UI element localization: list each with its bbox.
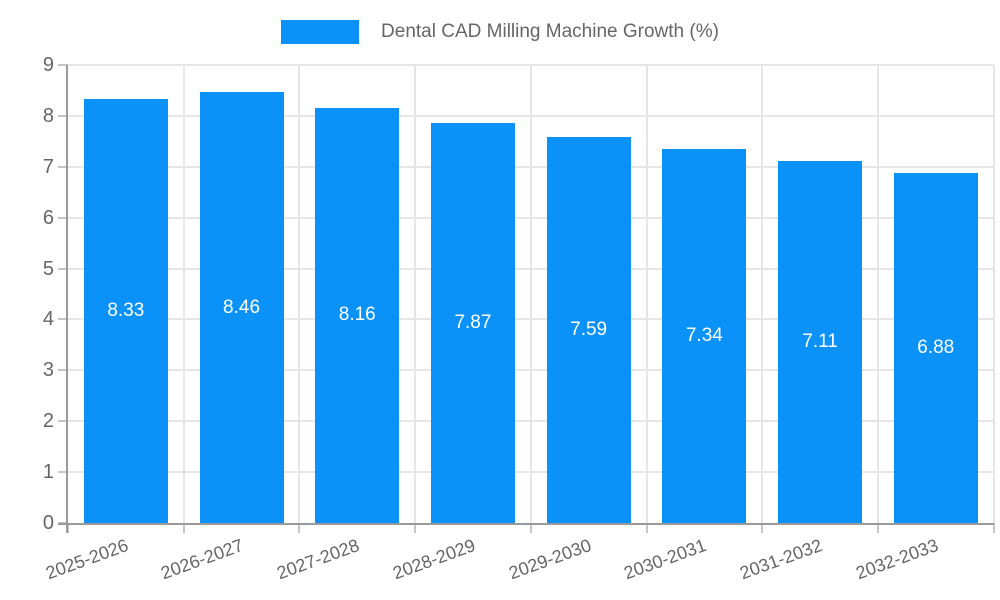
x-tick-label: 2029-2030 [505, 535, 594, 584]
x-axis-tick [298, 523, 301, 533]
x-axis-tick [67, 523, 69, 533]
gridline-vertical [298, 65, 301, 523]
y-tick-label: 0 [42, 512, 54, 534]
bar-value-label: 8.46 [223, 296, 261, 318]
y-axis-line [66, 65, 68, 533]
y-tick-label: 2 [42, 410, 54, 433]
x-axis-tick [761, 523, 764, 533]
y-axis-tick [58, 369, 68, 372]
y-axis-tick [58, 165, 68, 168]
y-axis-tick [58, 267, 68, 270]
bar-value-label: 7.59 [570, 318, 608, 340]
gridline-vertical [876, 65, 879, 523]
x-axis-tick [182, 523, 185, 533]
y-tick-label: 6 [42, 206, 54, 229]
bar[interactable]: 7.87 [430, 122, 515, 523]
x-tick-label: 2026-2027 [158, 535, 247, 584]
bar[interactable]: 7.34 [662, 149, 747, 523]
gridline-vertical [529, 65, 532, 523]
y-tick-label: 7 [42, 155, 54, 178]
x-axis-line [58, 523, 994, 525]
y-axis-tick [58, 420, 68, 423]
y-tick-label: 1 [42, 461, 54, 484]
y-tick-label: 8 [42, 104, 54, 127]
x-tick-label: 2028-2029 [390, 535, 478, 584]
x-axis-tick [645, 523, 648, 533]
y-tick-label: 3 [42, 359, 54, 382]
y-tick-label: 9 [42, 54, 54, 76]
bar[interactable]: 6.88 [893, 172, 978, 523]
bar[interactable]: 8.46 [199, 92, 284, 523]
bar[interactable]: 7.11 [778, 161, 863, 523]
bar-value-label: 7.87 [454, 311, 492, 333]
bar[interactable]: 7.59 [546, 136, 631, 523]
x-tick-label: 2027-2028 [274, 535, 363, 584]
x-axis-tick [529, 523, 532, 533]
gridline-vertical [645, 65, 648, 523]
y-tick-label: 5 [42, 257, 54, 280]
gridline-vertical [182, 65, 185, 523]
bar-value-label: 6.88 [917, 336, 955, 358]
bar-value-label: 7.11 [802, 331, 838, 353]
y-axis-tick [58, 216, 68, 219]
x-tick-label: 2025-2026 [42, 535, 131, 584]
legend-label: Dental CAD Milling Machine Growth (%) [381, 21, 719, 42]
bar-value-label: 8.33 [107, 300, 145, 322]
chart-legend[interactable]: Dental CAD Milling Machine Growth (%) [0, 20, 1000, 44]
x-tick-label: 2031-2032 [737, 535, 825, 584]
bar-value-label: 8.16 [338, 304, 376, 326]
y-axis-tick [58, 114, 68, 117]
y-tick-label: 4 [42, 308, 54, 331]
bar-value-label: 7.34 [685, 325, 723, 347]
gridline-vertical [414, 65, 417, 523]
y-axis-tick [58, 471, 68, 474]
x-tick-label: 2032-2033 [852, 535, 941, 584]
y-axis-tick [58, 64, 68, 66]
x-axis-tick [876, 523, 879, 533]
x-tick-label: 2030-2031 [621, 535, 710, 584]
gridline-vertical [992, 65, 995, 523]
legend-swatch [281, 20, 360, 44]
bar[interactable]: 8.16 [315, 107, 400, 523]
x-axis-tick [414, 523, 417, 533]
gridline-vertical [761, 65, 764, 523]
bar[interactable]: 8.33 [83, 99, 168, 523]
y-axis-tick [58, 318, 68, 321]
x-axis-tick [992, 523, 995, 533]
